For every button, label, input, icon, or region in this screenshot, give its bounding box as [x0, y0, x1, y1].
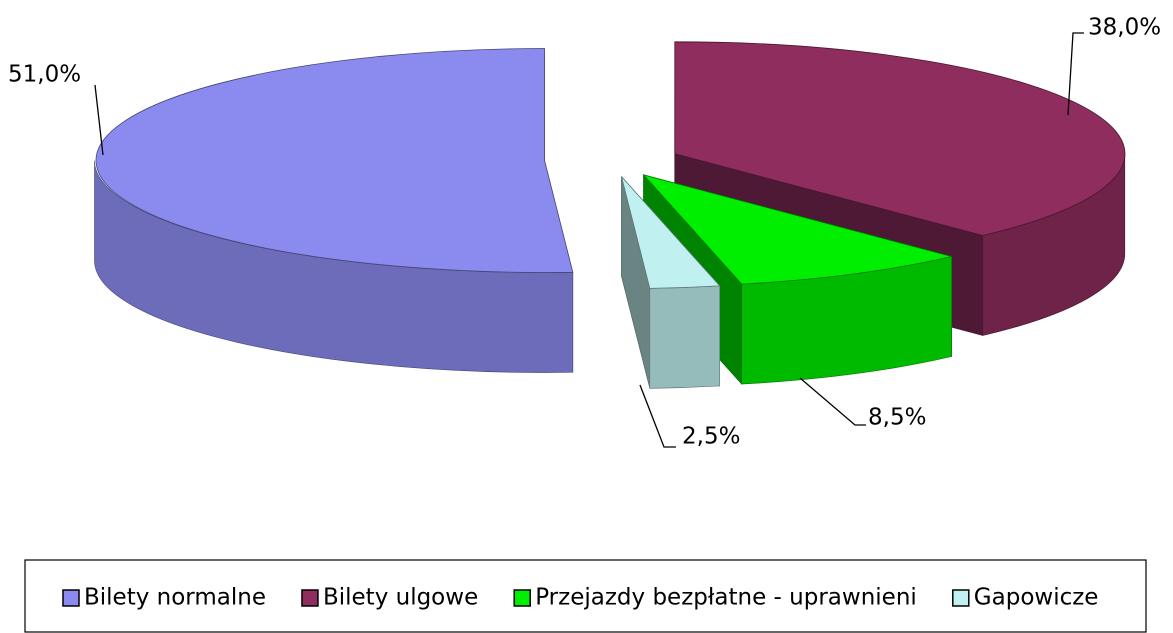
leader-line [94, 84, 104, 156]
data-label: 38,0% [1088, 15, 1161, 41]
data-label: 51,0% [8, 62, 81, 88]
legend-swatch [62, 589, 80, 607]
slice [674, 41, 1126, 236]
slice [95, 48, 574, 273]
legend-label: Bilety normalne [84, 585, 266, 611]
slice [621, 176, 721, 289]
pie-tops [95, 41, 1126, 289]
slice [642, 174, 952, 285]
legend-swatch [952, 589, 970, 607]
leader-line [639, 384, 676, 448]
legend-label: Bilety ulgowe [323, 585, 478, 611]
leader-line [799, 377, 866, 426]
legend-label: Gapowicze [974, 585, 1099, 611]
legend-swatch [301, 589, 319, 607]
legend: Bilety normalne Bilety ulgowe Przejazdy be… [62, 585, 1099, 611]
slice-side [649, 285, 720, 389]
data-labels: 51,0% 38,0% 8,5% 2,5% [8, 15, 1161, 450]
leader-line [1067, 32, 1084, 116]
legend-swatch [513, 589, 531, 607]
data-label: 2,5% [682, 424, 740, 450]
data-label: 8,5% [868, 405, 926, 431]
legend-label: Przejazdy bezpłatne - uprawnieni [535, 585, 917, 611]
